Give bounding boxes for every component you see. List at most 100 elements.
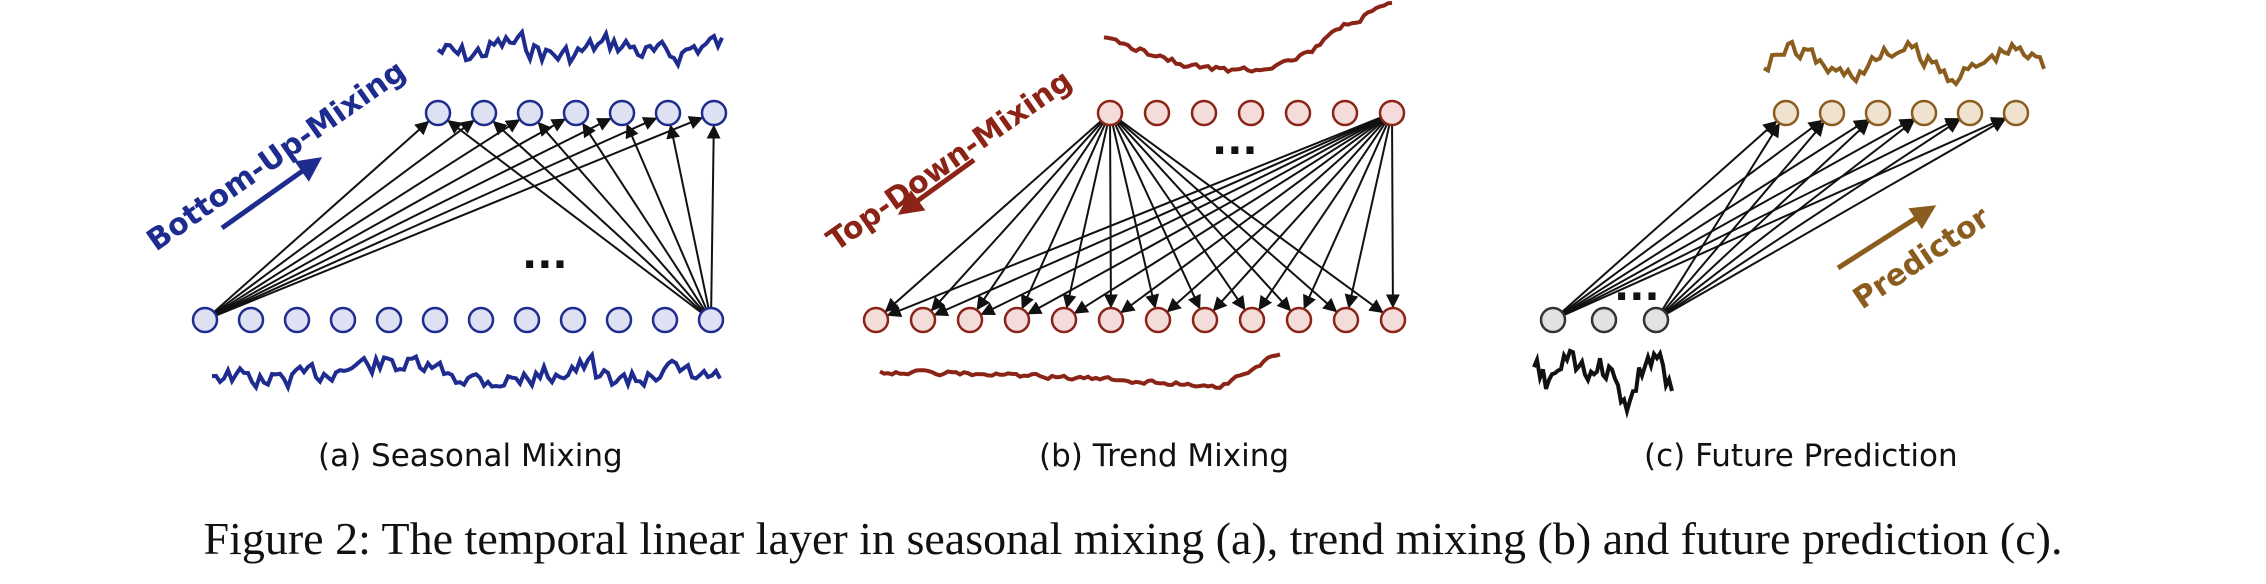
a-top-node — [470, 99, 498, 127]
a-bottom-series-line — [211, 350, 722, 393]
a-connections — [213, 116, 721, 317]
b-bottom-node — [862, 306, 890, 334]
c-connection-arrow — [1562, 119, 1869, 315]
a-connection-arrow — [447, 120, 703, 314]
a-bottom-node — [559, 306, 587, 334]
top-down-mixing-arrow — [897, 157, 976, 215]
panel-future-prediction: ... Predictor (c) Future Prediction — [1532, 38, 2046, 474]
c-connection-arrow — [1664, 120, 1870, 313]
a-bottom-node — [421, 306, 449, 334]
c-top-node — [1818, 99, 1846, 127]
b-connection-arrow — [884, 120, 1102, 313]
b-connection-arrow — [1166, 120, 1384, 313]
c-top-node — [1956, 99, 1984, 127]
c-input-series-line — [1532, 348, 1674, 419]
a-connection-arrow — [215, 116, 704, 317]
a-bottom-node — [329, 306, 357, 334]
panel-a-title: (a) Seasonal Mixing — [318, 438, 623, 474]
b-top-node — [1237, 99, 1265, 127]
b-connection-arrow — [886, 116, 1382, 317]
a-connection-arrow — [214, 118, 566, 316]
a-connection-arrow — [537, 121, 704, 312]
b-connection-arrow — [1258, 122, 1387, 311]
a-top-node — [516, 99, 544, 127]
c-bottom-node — [1642, 306, 1670, 334]
b-connection-arrow — [1062, 124, 1109, 309]
a-bottom-node — [191, 306, 219, 334]
b-bottom-node — [1379, 306, 1407, 334]
b-bottom-node — [1097, 306, 1125, 334]
c-top-node — [1864, 99, 1892, 127]
top-down-mixing-label: Top-Down-Mixing — [821, 63, 1079, 258]
a-connection-arrow — [215, 117, 612, 316]
b-connection-arrow — [1385, 124, 1400, 309]
panel-b-title: (b) Trend Mixing — [1039, 438, 1289, 474]
a-bottom-node — [697, 306, 725, 334]
b-connection-arrow — [1344, 124, 1391, 309]
b-connection-arrow — [980, 117, 1382, 316]
figure-caption: Figure 2: The temporal linear layer in s… — [203, 513, 2063, 564]
c-connection-arrow — [1561, 120, 1778, 313]
b-bottom-node — [1191, 306, 1219, 334]
c-connection-arrow — [1665, 119, 1961, 315]
b-top-node — [1331, 99, 1359, 127]
b-bottom-node — [909, 306, 937, 334]
a-bottom-node — [283, 306, 311, 334]
a-bottom-node — [375, 306, 403, 334]
a-top-node — [700, 99, 728, 127]
c-connection-arrow — [1663, 121, 1825, 312]
a-connection-arrow — [582, 122, 706, 311]
a-bottom-node — [651, 306, 679, 334]
panel-c-title: (c) Future Prediction — [1644, 438, 1958, 474]
b-bottom-node — [1332, 306, 1360, 334]
c-connection-arrow — [1562, 118, 1914, 316]
b-top-node — [1284, 99, 1312, 127]
a-bottom-node — [237, 306, 265, 334]
a-connection-arrow — [625, 123, 708, 310]
a-connection-arrow — [215, 117, 658, 317]
b-connection-arrow — [1073, 118, 1383, 314]
a-connection-arrow — [213, 120, 430, 313]
b-connection-arrow — [1212, 121, 1385, 312]
a-connection-arrow — [492, 120, 703, 313]
a-top-node — [608, 99, 636, 127]
a-top-series-line — [436, 27, 724, 70]
b-top-node — [1096, 99, 1124, 127]
b-bottom-node — [1050, 306, 1078, 334]
a-bottom-node — [513, 306, 541, 334]
b-bottom-series-line — [879, 352, 1281, 390]
c-bottom-node — [1590, 306, 1618, 334]
c-connection-arrow — [1664, 120, 1915, 314]
b-bottom-node — [956, 306, 984, 334]
b-connection-arrow — [1103, 124, 1118, 309]
c-connections — [1561, 117, 2006, 317]
a-bottom-node — [605, 306, 633, 334]
b-connection-arrow — [1027, 117, 1382, 315]
b-bottom-node — [1003, 306, 1031, 334]
b-top-node — [1143, 99, 1171, 127]
panel-trend-mixing: ... Top-Down-Mixing (b) Trend Mixing — [821, 0, 1407, 474]
b-top-node — [1190, 99, 1218, 127]
c-connection-arrow — [1563, 117, 1960, 316]
panel-seasonal-mixing: ... Bottom-Up-Mixing (a) Seasonal Mixing — [141, 27, 728, 474]
b-connection-arrow — [976, 122, 1105, 311]
c-top-node — [1772, 99, 1800, 127]
b-bottom-node — [1238, 306, 1266, 334]
c-connection-arrow — [1563, 117, 2006, 317]
a-bottom-node — [467, 306, 495, 334]
c-prediction-series-line — [1763, 38, 2046, 88]
b-bottom-node — [1144, 306, 1172, 334]
a-top-node — [562, 99, 590, 127]
c-top-node — [1910, 99, 1938, 127]
b-top-node — [1378, 99, 1406, 127]
b-nodes — [862, 99, 1407, 334]
b-ellipsis: ... — [1212, 118, 1258, 164]
c-top-node — [2002, 99, 2030, 127]
a-nodes — [191, 99, 728, 334]
a-connection-arrow — [706, 124, 721, 309]
b-top-series-line — [1103, 0, 1393, 75]
a-ellipsis: ... — [522, 232, 568, 278]
c-connection-arrow — [1562, 119, 1823, 314]
b-bottom-node — [1285, 306, 1313, 334]
